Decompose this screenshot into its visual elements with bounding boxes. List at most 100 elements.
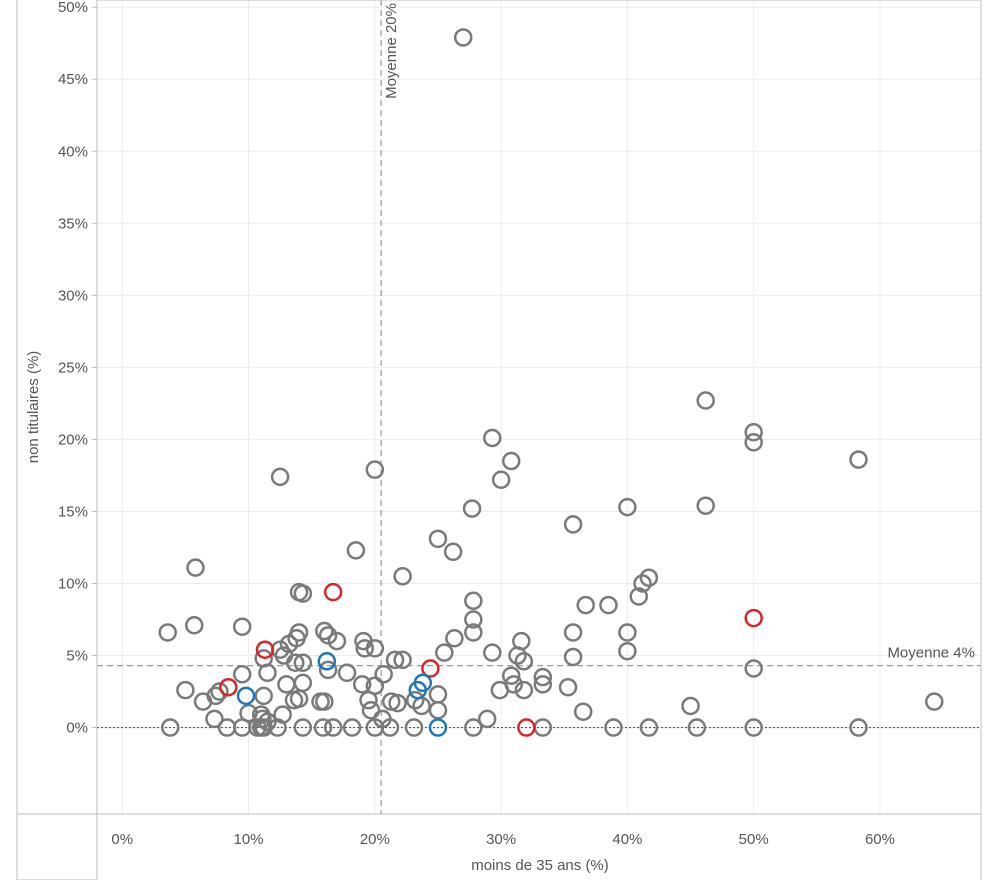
scatter-point-grey[interactable] [573,702,593,721]
scatter-point-grey[interactable] [359,690,378,710]
scatter-point-grey[interactable] [563,515,583,534]
scatter-point-grey[interactable] [533,667,553,687]
scatter-point-grey[interactable] [744,659,763,678]
scatter-point-grey[interactable] [464,591,483,611]
scatter-point-grey[interactable] [428,685,448,704]
scatter-point-grey[interactable] [508,646,527,665]
scatter-point-blue[interactable] [428,718,448,737]
scatter-point-grey[interactable] [533,675,553,694]
scatter-point-grey[interactable] [158,623,177,642]
scatter-point-grey[interactable] [464,610,483,629]
scatter-point-grey[interactable] [563,623,583,642]
scatter-point-grey[interactable] [289,689,309,708]
scatter-point-grey[interactable] [286,653,305,672]
scatter-point-red[interactable] [421,659,440,678]
scatter-point-grey[interactable] [323,718,343,737]
scatter-point-grey[interactable] [744,422,763,442]
scatter-point-red[interactable] [517,718,536,737]
scatter-point-grey[interactable] [453,28,473,47]
scatter-point-grey[interactable] [849,450,868,469]
scatter-point-grey[interactable] [681,696,700,716]
scatter-point-grey[interactable] [514,652,534,671]
scatter-point-grey[interactable] [205,709,224,729]
scatter-point-grey[interactable] [210,682,229,701]
scatter-point-grey[interactable] [352,675,372,694]
scatter-point-red[interactable] [219,677,238,697]
scatter-point-grey[interactable] [849,718,868,737]
scatter-point-grey[interactable] [618,641,637,661]
scatter-point-grey[interactable] [184,616,204,635]
scatter-point-grey[interactable] [258,663,277,683]
scatter-point-grey[interactable] [380,718,400,737]
scatter-point-grey[interactable] [618,623,637,642]
scatter-point-grey[interactable] [599,595,618,615]
scatter-point-grey[interactable] [464,623,483,642]
scatter-point-grey[interactable] [464,718,483,737]
scatter-point-red[interactable] [744,608,763,628]
scatter-point-grey[interactable] [374,665,393,684]
scatter-point-grey[interactable] [176,680,195,700]
scatter-point-grey[interactable] [687,718,707,737]
scatter-point-grey[interactable] [639,568,659,587]
scatter-point-grey[interactable] [514,680,534,700]
scatter-point-grey[interactable] [639,718,659,737]
scatter-point-grey[interactable] [270,467,290,487]
scatter-point-grey[interactable] [313,718,333,737]
scatter-point-grey[interactable] [405,690,425,710]
scatter-point-grey[interactable] [293,653,313,672]
scatter-point-grey[interactable] [160,718,180,737]
scatter-point-grey[interactable] [696,496,715,515]
scatter-point-grey[interactable] [445,628,464,648]
scatter-point-grey[interactable] [629,587,649,606]
scatter-point-grey[interactable] [388,693,407,713]
scatter-point-grey[interactable] [315,692,334,711]
scatter-point-grey[interactable] [337,663,357,683]
scatter-point-grey[interactable] [277,675,296,694]
scatter-point-grey[interactable] [696,391,715,410]
scatter-point-grey[interactable] [355,639,374,658]
scatter-point-grey[interactable] [501,451,521,471]
scatter-point-grey[interactable] [428,701,448,720]
scatter-point-grey[interactable] [483,428,502,448]
scatter-point-red[interactable] [255,640,275,660]
scatter-point-grey[interactable] [604,718,623,737]
scatter-point-grey[interactable] [443,542,463,562]
scatter-point-grey[interactable] [193,692,213,711]
scatter-point-red[interactable] [323,582,343,602]
scatter-point-grey[interactable] [501,666,521,685]
scatter-point-grey[interactable] [744,718,763,737]
scatter-point-grey[interactable] [483,643,502,662]
scatter-point-grey[interactable] [365,639,385,658]
scatter-point-grey[interactable] [293,584,313,603]
scatter-point-grey[interactable] [428,529,448,549]
scatter-point-grey[interactable] [254,718,273,737]
scatter-point-grey[interactable] [558,677,578,697]
scatter-point-grey[interactable] [618,497,637,517]
scatter-point-grey[interactable] [327,631,347,651]
scatter-point-grey[interactable] [232,617,252,636]
scatter-point-grey[interactable] [268,718,287,737]
scatter-point-grey[interactable] [925,692,944,711]
scatter-point-grey[interactable] [563,647,583,667]
scatter-point-grey[interactable] [385,650,405,670]
scatter-point-grey[interactable] [744,433,763,452]
scatter-point-grey[interactable] [361,701,381,720]
scatter-point-grey[interactable] [393,650,412,670]
scatter-point-blue[interactable] [408,680,428,700]
scatter-point-blue[interactable] [317,652,337,671]
scatter-point-grey[interactable] [477,709,497,729]
scatter-point-grey[interactable] [462,499,482,518]
scatter-point-grey[interactable] [293,673,313,693]
scatter-point-grey[interactable] [315,621,334,641]
scatter-point-blue[interactable] [236,686,256,706]
scatter-point-grey[interactable] [342,718,362,737]
scatter-point-grey[interactable] [346,541,366,560]
scatter-point-grey[interactable] [232,665,252,684]
scatter-point-grey[interactable] [490,680,510,700]
scatter-point-grey[interactable] [293,718,313,737]
scatter-point-grey[interactable] [393,567,412,586]
scatter-point-grey[interactable] [576,595,595,615]
scatter-point-grey[interactable] [404,718,424,737]
scatter-point-grey[interactable] [254,686,273,706]
scatter-point-grey[interactable] [186,558,205,577]
